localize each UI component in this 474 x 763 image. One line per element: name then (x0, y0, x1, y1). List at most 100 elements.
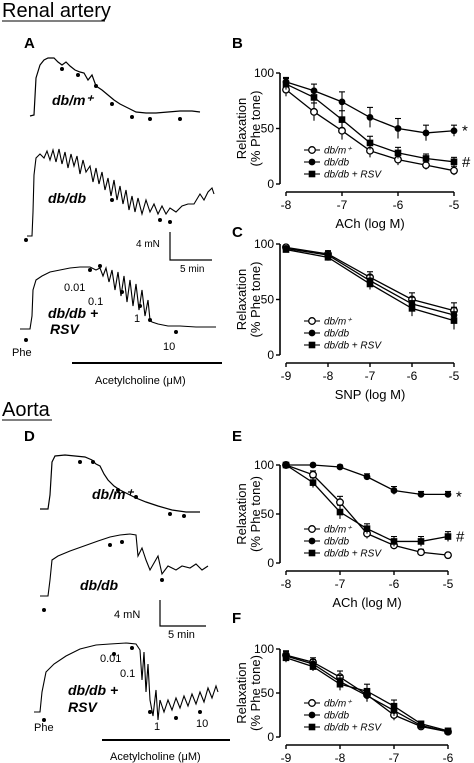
trace-aorta-rsv (34, 642, 219, 721)
legend-label-b-2: db/db + RSV (324, 170, 382, 181)
ach-label-renal: Acetylcholine (μM) (95, 375, 186, 387)
x-tick-label-e-1: -7 (335, 577, 346, 591)
y-tick-label-c-0: 0 (267, 348, 274, 362)
y-tick-label-c-1: 50 (261, 293, 275, 307)
legend-label-e-1: db/db (324, 537, 349, 548)
legend-label-f-2: db/db + RSV (324, 723, 382, 734)
data-point-e-1-1 (309, 461, 317, 469)
data-point-f-2-4 (390, 702, 398, 710)
trace-renal-dbdb (27, 147, 215, 237)
x-tick-label-b-2: -6 (393, 198, 404, 212)
panel-letter-a: A (24, 35, 35, 52)
data-point-f-2-0 (282, 654, 290, 662)
x-tick-label-c-0: -9 (281, 369, 292, 383)
phe-label-renal: Phe (12, 347, 32, 359)
legend-marker-e-0 (308, 525, 316, 533)
x-axis-label-e: ACh (log M) (332, 595, 401, 610)
x-axis-label-c: SNP (log M) (335, 387, 406, 402)
y-tick-label-c-2: 100 (254, 237, 274, 251)
panel-letter-f: F (232, 610, 241, 627)
x-tick-label-f-0: -9 (281, 751, 292, 763)
data-point-c-2-2 (366, 280, 374, 288)
trace-label-aorta-dbdb: db/db (80, 577, 119, 593)
data-point-e-1-5 (417, 491, 425, 498)
legend-marker-b-0 (308, 146, 316, 154)
trace-label-aorta-rsv-2: RSV (68, 699, 98, 715)
legend-marker-b-1 (308, 158, 316, 166)
data-point-b-1-4 (394, 125, 402, 132)
y-axis-label-e: Relaxation (234, 483, 249, 544)
legend-marker-b-2 (308, 170, 316, 178)
legend-label-e-0: db/m⁺ (324, 525, 352, 536)
y-axis-sublabel-f: (% Phe tone) (248, 655, 263, 731)
legend-label-b-0: db/m⁺ (324, 146, 352, 157)
data-point-e-2-4 (390, 538, 398, 545)
x-tick-label-c-4: -5 (449, 369, 460, 383)
significance-mark-b-0: * (462, 123, 468, 140)
data-point-c-2-4 (450, 317, 458, 324)
data-point-e-2-5 (417, 538, 425, 545)
dose-renal-0: 0.01 (64, 282, 85, 294)
dose-renal-1: 0.1 (88, 296, 103, 308)
data-point-e-1-3 (363, 473, 371, 481)
legend-marker-f-1 (308, 711, 316, 719)
x-tick-label-f-2: -7 (389, 751, 400, 763)
y-tick-label-f-2: 100 (254, 642, 274, 656)
scale-bar-aorta (159, 600, 206, 627)
data-point-e-1-6 (444, 491, 452, 498)
data-point-f-2-5 (417, 720, 425, 728)
section-title-aorta: Aorta (2, 399, 51, 421)
data-point-c-2-3 (408, 305, 416, 312)
x-tick-label-f-3: -6 (443, 751, 454, 763)
y-tick-label-f-0: 0 (267, 730, 274, 744)
panel-a-traces: db/m⁺ db/db db/db + RSV 0.01 0.1 1 10 Ph… (12, 57, 222, 387)
significance-mark-e-0: * (456, 488, 462, 505)
data-point-e-2-1 (309, 479, 317, 486)
data-point-f-2-2 (336, 680, 344, 688)
data-point-e-2-6 (444, 533, 452, 540)
legend-label-f-1: db/db (324, 711, 349, 722)
x-tick-label-b-3: -5 (449, 198, 460, 212)
data-point-b-2-1 (310, 94, 318, 101)
data-point-b-0-6 (450, 166, 458, 175)
scale-force-renal: 4 mN (136, 239, 160, 250)
x-axis-label-b: ACh (log M) (335, 216, 404, 231)
data-point-b-2-4 (394, 149, 402, 157)
data-point-c-2-0 (282, 246, 290, 253)
x-tick-label-e-2: -6 (389, 577, 400, 591)
x-tick-label-b-0: -8 (281, 198, 292, 212)
data-point-e-0-6 (444, 551, 452, 560)
x-tick-label-e-3: -5 (443, 577, 454, 591)
legend-marker-e-1 (308, 537, 316, 545)
plot-e: 0 50 100 -8 -7 -6 -5 ACh (log M) Relaxation (% Ph… (234, 458, 465, 610)
y-axis-label-f: Relaxation (234, 662, 249, 723)
data-point-b-2-2 (338, 116, 346, 123)
dose-aorta-0: 0.01 (100, 653, 121, 665)
legend-label-c-2: db/db + RSV (324, 341, 382, 352)
data-point-b-2-6 (450, 158, 458, 166)
data-point-b-2-0 (282, 80, 290, 88)
trace-renal-dbm (29, 57, 201, 117)
y-axis-sublabel-c: (% Phe tone) (248, 262, 263, 338)
data-point-b-0-1 (310, 107, 318, 116)
trace-label-renal-dbdb: db/db (48, 190, 87, 206)
scale-bar-renal (169, 232, 212, 261)
x-tick-label-e-0: -8 (281, 577, 292, 591)
legend-label-e-2: db/db + RSV (324, 549, 382, 560)
dose-aorta-2: 1 (154, 721, 160, 733)
data-point-b-1-5 (422, 129, 430, 137)
data-point-e-2-0 (282, 461, 290, 469)
ach-label-aorta: Acetylcholine (μM) (110, 751, 201, 763)
panel-d-traces: db/m⁺ db/db db/db + RSV 0.01 0.1 1 10 Ph… (34, 454, 230, 763)
plot-c: 0 50 100 -9 -8 -7 -6 -5 SNP (log M) Relaxation (% … (234, 237, 460, 402)
y-tick-label-f-1: 50 (261, 686, 275, 700)
y-axis-sublabel-e: (% Phe tone) (248, 476, 263, 552)
trace-label-renal-rsv-2: RSV (50, 321, 80, 337)
trace-renal-rsv (20, 266, 216, 330)
section-title-renal: Renal artery (2, 0, 111, 22)
legend-marker-f-0 (308, 699, 316, 707)
data-point-b-1-3 (366, 114, 374, 121)
y-axis-label-c: Relaxation (234, 269, 249, 330)
